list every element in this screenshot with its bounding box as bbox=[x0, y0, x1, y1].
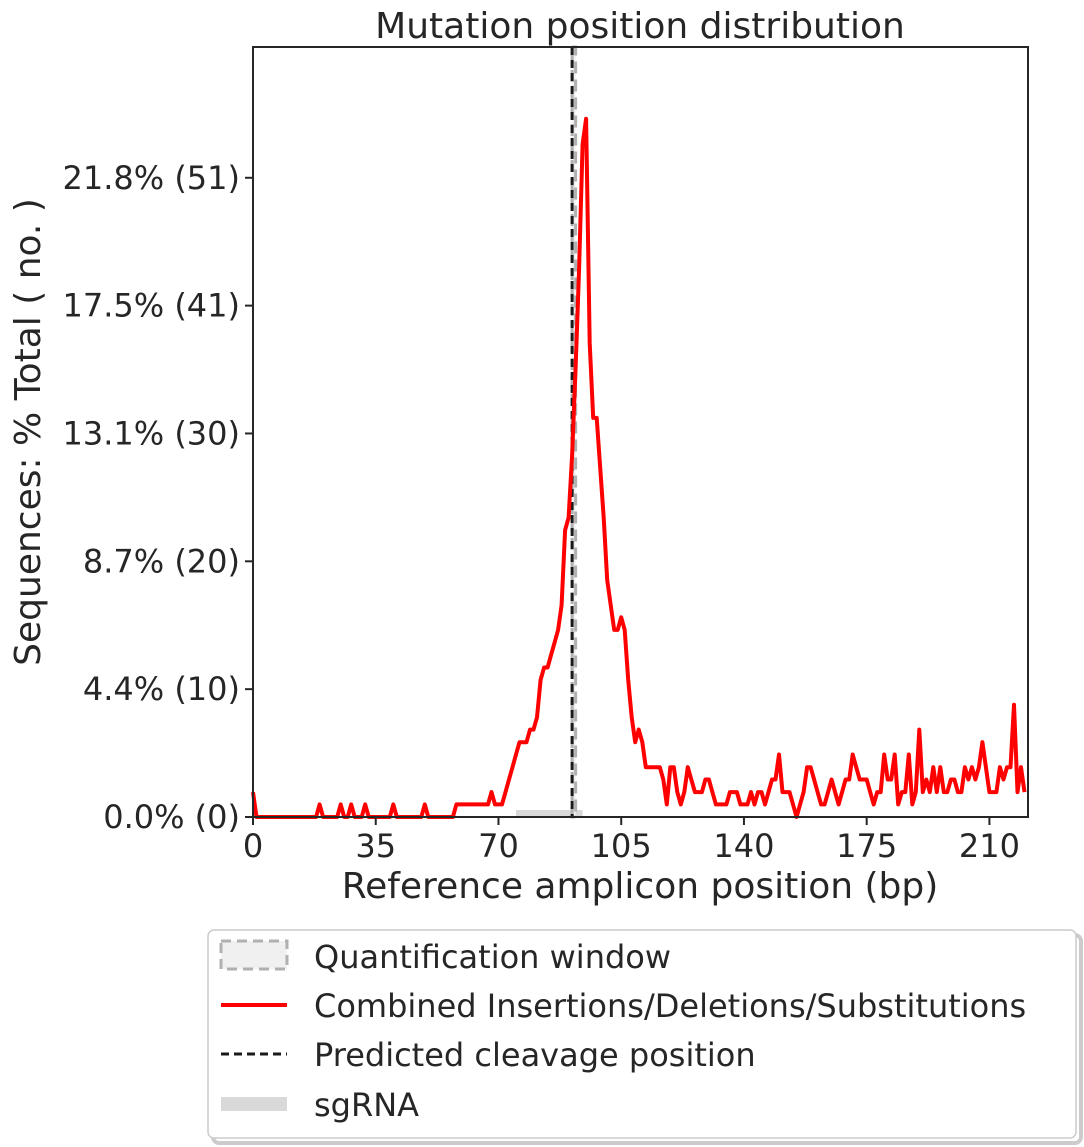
y-tick-label: 4.4% (10) bbox=[83, 670, 240, 708]
legend-swatch-window bbox=[219, 939, 289, 971]
x-tick-label: 0 bbox=[243, 827, 263, 865]
legend-label-cleavage: Predicted cleavage position bbox=[314, 1036, 756, 1074]
legend-label-window: Quantification window bbox=[314, 938, 671, 976]
legend: Quantification window Combined Insertion… bbox=[207, 929, 1083, 1145]
legend-item-sgrna: sgRNA bbox=[221, 1086, 419, 1124]
legend-label-sgrna: sgRNA bbox=[314, 1086, 419, 1124]
legend-item-quantification-window: Quantification window bbox=[219, 938, 671, 976]
legend-box bbox=[207, 929, 1077, 1139]
x-tick-label: 35 bbox=[355, 827, 396, 865]
x-tick-label: 105 bbox=[591, 827, 652, 865]
y-axis: 0.0% (0) 4.4% (10) 8.7% (20) 13.1% (30) 17.5… bbox=[62, 159, 253, 836]
x-tick-label: 210 bbox=[959, 827, 1020, 865]
y-tick-label: 21.8% (51) bbox=[62, 159, 240, 197]
plot-frame bbox=[252, 46, 1029, 818]
y-axis-label: Sequences: % Total ( no. ) bbox=[8, 198, 49, 666]
x-tick-label: 175 bbox=[836, 827, 897, 865]
y-tick-label: 13.1% (30) bbox=[62, 414, 240, 452]
legend-item-cleavage: Predicted cleavage position bbox=[221, 1036, 756, 1074]
chart-title: Mutation position distribution bbox=[375, 6, 905, 47]
legend-label-combined: Combined Insertions/Deletions/Substituti… bbox=[314, 987, 1026, 1025]
x-tick-label: 140 bbox=[713, 827, 774, 865]
y-tick-label: 0.0% (0) bbox=[103, 798, 240, 836]
sgrna-bar bbox=[516, 810, 583, 817]
x-axis: 0 35 70 105 140 175 210 bbox=[243, 817, 1020, 865]
y-tick-label: 17.5% (41) bbox=[62, 287, 240, 325]
plot-area bbox=[251, 45, 1029, 819]
x-axis-label: Reference amplicon position (bp) bbox=[342, 866, 939, 907]
x-tick-label: 70 bbox=[478, 827, 519, 865]
legend-swatch-sgrna bbox=[221, 1097, 287, 1111]
series-line-0 bbox=[251, 116, 1027, 819]
y-tick-label: 8.7% (20) bbox=[83, 542, 240, 580]
legend-item-combined: Combined Insertions/Deletions/Substituti… bbox=[221, 987, 1026, 1025]
